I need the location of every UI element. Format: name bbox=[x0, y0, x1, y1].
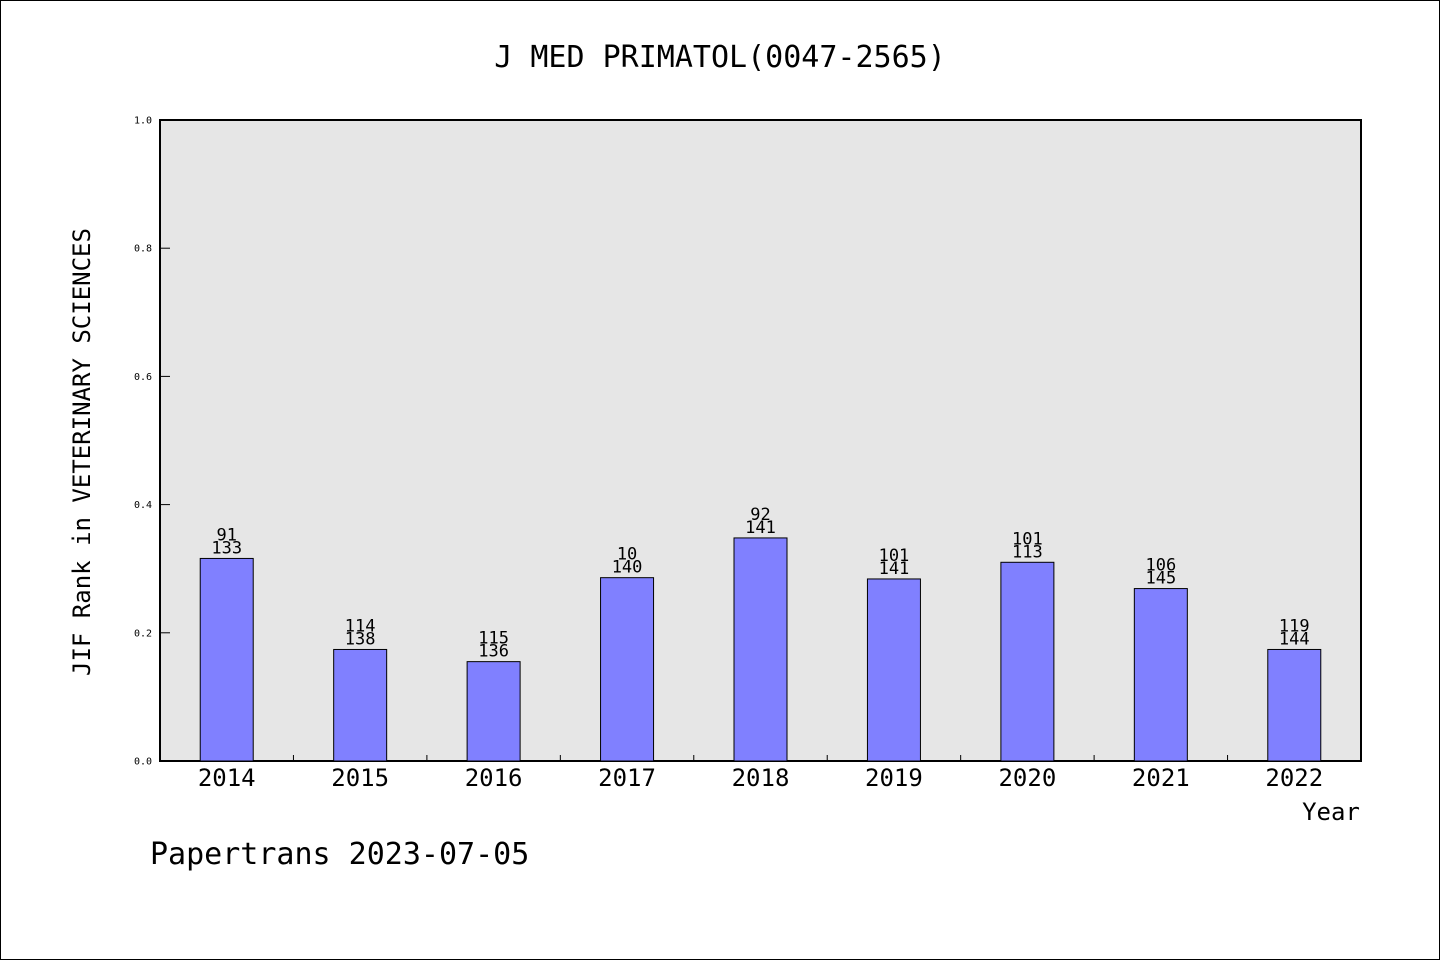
x-tick-label: 2022 bbox=[1265, 764, 1323, 792]
y-axis-ticks: 0.0 0.2 0.4 0.6 0.8 1.0 bbox=[134, 116, 170, 768]
bar-label-bottom: 138 bbox=[345, 629, 376, 649]
bar bbox=[1000, 561, 1055, 762]
bar bbox=[733, 537, 788, 762]
bar-label-top: 10 bbox=[617, 545, 637, 565]
bar-label-top: 101 bbox=[879, 546, 910, 566]
bar-label-top: 91 bbox=[216, 525, 236, 545]
bars bbox=[199, 537, 1322, 762]
bar-label-top: 106 bbox=[1145, 556, 1176, 576]
x-tick-label: 2019 bbox=[865, 764, 923, 792]
bar-label-bottom: 113 bbox=[1012, 542, 1043, 562]
bar bbox=[333, 648, 388, 762]
bar-label-top: 114 bbox=[345, 616, 376, 636]
footer-text: Papertrans 2023-07-05 bbox=[150, 837, 529, 872]
y-tick-label: 0.2 bbox=[134, 628, 152, 639]
bar bbox=[1133, 588, 1188, 762]
y-tick-label: 1.0 bbox=[134, 116, 152, 127]
x-tick-label: 2015 bbox=[331, 764, 389, 792]
bar-label-bottom: 144 bbox=[1279, 629, 1310, 649]
bar-label-top: 92 bbox=[750, 505, 770, 525]
y-tick-label: 0.8 bbox=[134, 244, 152, 255]
y-tick-label: 0.0 bbox=[134, 757, 152, 768]
bar-label-bottom: 141 bbox=[745, 518, 776, 538]
x-tick-label: 2016 bbox=[465, 764, 523, 792]
bar bbox=[1267, 648, 1322, 762]
x-tick-label: 2020 bbox=[998, 764, 1056, 792]
bar-label-bottom: 140 bbox=[612, 558, 643, 578]
bar-label-bottom: 145 bbox=[1145, 569, 1176, 589]
x-tick-label: 2017 bbox=[598, 764, 656, 792]
bar-label-bottom: 133 bbox=[211, 538, 242, 558]
bar bbox=[199, 557, 254, 762]
y-tick-label: 0.6 bbox=[134, 372, 152, 383]
bar-label-top: 115 bbox=[478, 629, 509, 649]
y-tick-label: 0.4 bbox=[134, 500, 152, 511]
x-axis-ticks: 2014 2015 2016 2017 2018 2019 2020 2021 2022 bbox=[198, 755, 1323, 792]
bar bbox=[466, 661, 521, 762]
bar bbox=[600, 577, 655, 762]
chart-title: J MED PRIMATOL(0047-2565) bbox=[494, 40, 946, 75]
bar-label-bottom: 136 bbox=[478, 642, 509, 662]
bar-label-top: 101 bbox=[1012, 529, 1043, 549]
x-axis-label: Year bbox=[1302, 798, 1360, 826]
x-tick-label: 2018 bbox=[732, 764, 790, 792]
x-tick-label: 2021 bbox=[1132, 764, 1190, 792]
bar-label-bottom: 141 bbox=[879, 559, 910, 579]
bar bbox=[866, 578, 921, 762]
x-tick-label: 2014 bbox=[198, 764, 256, 792]
bar-label-top: 119 bbox=[1279, 616, 1310, 636]
y-axis-label: JIF Rank in VETERINARY SCIENCES bbox=[68, 228, 96, 676]
